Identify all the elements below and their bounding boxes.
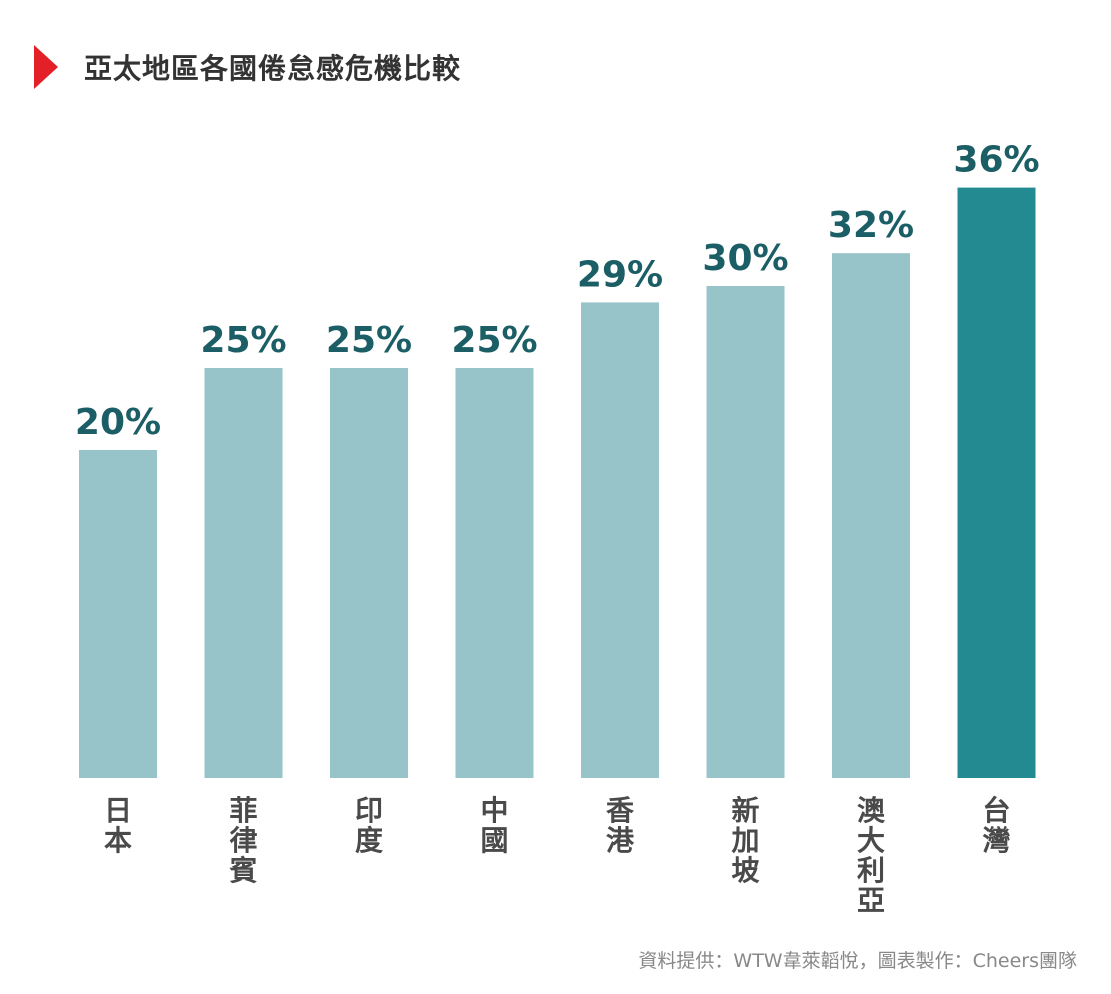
bar-6 (832, 253, 910, 778)
value-label-6: 32% (828, 205, 914, 246)
bar-5 (706, 286, 785, 778)
category-label-2-char-1: 度 (355, 824, 383, 857)
category-label-2-char-0: 印 (355, 794, 383, 827)
header-marker-icon (34, 45, 58, 89)
category-label-0-char-0: 日 (104, 794, 132, 827)
bar-1 (204, 368, 283, 778)
category-label-6-char-3: 亞 (857, 884, 885, 917)
chart-title: 亞太地區各國倦怠感危機比較 (84, 52, 462, 85)
category-label-6-char-2: 利 (857, 854, 885, 887)
value-label-0: 20% (75, 402, 161, 443)
category-label-5-char-0: 新 (731, 794, 759, 827)
category-label-4-char-0: 香 (606, 794, 634, 827)
bar-2 (330, 368, 408, 778)
category-label-3-char-0: 中 (480, 794, 508, 827)
category-label-0-char-1: 本 (104, 824, 132, 857)
category-label-6-char-1: 大 (857, 824, 885, 857)
bar-0 (79, 450, 157, 778)
value-label-5: 30% (702, 238, 788, 279)
value-label-2: 25% (326, 320, 412, 361)
value-label-4: 29% (577, 254, 663, 295)
value-label-3: 25% (451, 320, 537, 361)
category-label-7-char-1: 灣 (982, 824, 1010, 857)
chart-header: 亞太地區各國倦怠感危機比較 (34, 44, 461, 90)
value-label-1: 25% (200, 320, 286, 361)
category-label-4-char-1: 港 (606, 824, 635, 857)
category-label-3-char-1: 國 (480, 824, 508, 857)
category-label-1-char-0: 菲 (229, 794, 257, 827)
bar-7 (957, 187, 1036, 779)
category-label-1-char-1: 律 (229, 824, 257, 857)
category-label-7-char-0: 台 (982, 794, 1010, 827)
category-label-6-char-0: 澳 (857, 794, 886, 827)
category-label-1-char-2: 賓 (228, 854, 257, 887)
source-note: 資料提供：WTW韋萊韜悅，圖表製作：Cheers團隊 (638, 950, 1077, 972)
bar-3 (455, 368, 534, 778)
bar-4 (581, 302, 659, 778)
category-label-5-char-2: 坡 (731, 854, 759, 887)
value-label-7: 36% (953, 140, 1039, 181)
category-label-5-char-1: 加 (731, 824, 759, 857)
